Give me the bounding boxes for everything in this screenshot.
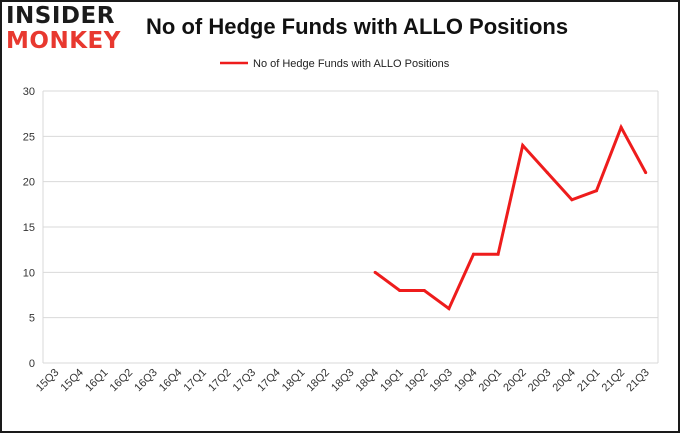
x-tick-label: 16Q4 (157, 367, 185, 395)
y-tick-label: 15 (23, 222, 35, 234)
x-tick-label: 18Q2 (304, 367, 332, 395)
y-tick-label: 0 (29, 358, 35, 370)
data-point-21Q3 (644, 171, 648, 175)
x-tick-label: 17Q3 (231, 367, 259, 395)
data-point-20Q3 (545, 171, 549, 175)
data-point-20Q2 (521, 143, 525, 147)
x-tick-label: 15Q3 (34, 367, 62, 395)
x-axis: 15Q315Q416Q116Q216Q316Q417Q117Q217Q317Q4… (34, 367, 652, 395)
x-tick-label: 21Q2 (600, 367, 628, 395)
data-point-19Q2 (422, 288, 426, 292)
series-line (374, 123, 648, 311)
x-tick-label: 20Q2 (501, 367, 529, 395)
x-tick-label: 20Q1 (477, 367, 505, 395)
legend-label: No of Hedge Funds with ALLO Positions (253, 58, 450, 70)
legend: No of Hedge Funds with ALLO Positions (220, 58, 450, 70)
x-tick-label: 19Q4 (452, 367, 480, 395)
data-point-19Q1 (398, 288, 402, 292)
x-tick-label: 16Q1 (83, 367, 111, 395)
y-tick-label: 30 (23, 86, 35, 98)
x-tick-label: 19Q3 (427, 367, 455, 395)
grid (42, 90, 659, 364)
data-point-19Q3 (447, 307, 451, 311)
data-point-20Q1 (496, 252, 500, 256)
data-point-18Q4 (373, 270, 377, 274)
logo-line-2: MONKEY (6, 28, 121, 54)
x-tick-label: 15Q4 (58, 367, 86, 395)
x-tick-label: 18Q1 (280, 367, 308, 395)
y-tick-label: 10 (23, 267, 35, 279)
data-point-21Q1 (595, 189, 598, 193)
y-tick-label: 20 (23, 177, 35, 189)
data-point-21Q2 (619, 125, 623, 129)
x-tick-label: 20Q4 (550, 367, 578, 395)
x-tick-label: 19Q2 (403, 367, 431, 395)
logo-line-1: INSIDER (6, 3, 115, 29)
x-tick-label: 21Q1 (575, 367, 603, 395)
data-point-19Q4 (472, 252, 475, 256)
x-tick-label: 17Q2 (206, 367, 234, 395)
chart-title: No of Hedge Funds with ALLO Positions (146, 14, 569, 39)
series-layer (373, 123, 648, 311)
x-tick-label: 16Q3 (132, 367, 160, 395)
x-tick-label: 17Q4 (255, 367, 283, 395)
insider-monkey-logo: INSIDER MONKEY (6, 5, 121, 53)
y-tick-label: 5 (29, 313, 35, 325)
data-point-20Q4 (570, 198, 574, 202)
x-tick-label: 21Q3 (624, 367, 652, 395)
x-tick-label: 18Q4 (354, 367, 382, 395)
y-tick-label: 25 (23, 131, 35, 143)
x-tick-label: 17Q1 (181, 367, 209, 395)
x-tick-label: 18Q3 (329, 367, 357, 395)
x-tick-label: 20Q3 (526, 367, 554, 395)
x-tick-label: 16Q2 (108, 367, 136, 395)
y-axis: 0 5 10 15 20 25 30 (23, 86, 35, 370)
x-tick-label: 19Q1 (378, 367, 406, 395)
